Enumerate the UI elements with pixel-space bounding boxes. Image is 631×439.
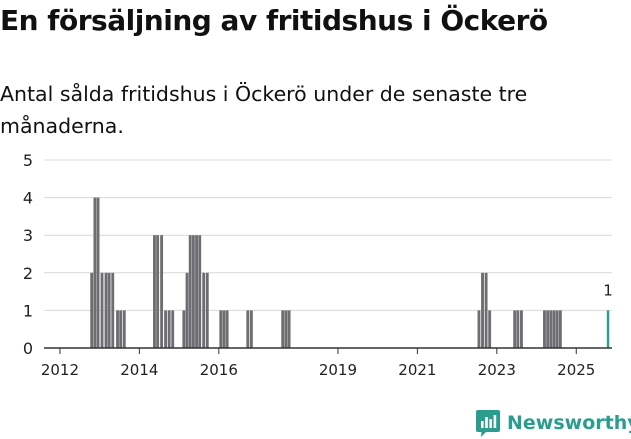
x-tick-label: 2025 — [557, 361, 595, 379]
bar — [546, 310, 550, 348]
newsworthy-logo-icon — [476, 409, 500, 437]
bar — [543, 310, 546, 348]
bar — [284, 310, 288, 348]
y-tick-label: 5 — [23, 151, 33, 170]
bar — [93, 197, 97, 348]
bar — [555, 310, 559, 348]
brand-logo[interactable]: Newsworthy — [476, 408, 631, 438]
bar — [104, 272, 108, 348]
bar — [160, 235, 164, 348]
brand-name: Newsworthy — [507, 412, 631, 434]
bar — [195, 235, 198, 348]
chart-subtitle: Antal sålda fritidshus i Öckerö under de… — [0, 82, 528, 138]
bar — [287, 310, 291, 348]
x-tick-label: 2019 — [319, 361, 357, 379]
x-tick-label: 2023 — [478, 361, 516, 379]
bar — [185, 272, 189, 348]
bar — [171, 310, 175, 348]
bar — [198, 235, 202, 348]
bar — [481, 272, 484, 348]
x-tick-label: 2021 — [398, 361, 436, 379]
y-tick-label: 1 — [23, 301, 33, 320]
bar — [111, 272, 115, 348]
x-tick-label: 2012 — [41, 361, 79, 379]
bar — [520, 310, 523, 348]
x-tick-label: 2016 — [200, 361, 238, 379]
bar — [516, 310, 520, 348]
bar — [281, 310, 285, 348]
bar — [100, 272, 104, 348]
bar — [90, 272, 94, 348]
bar — [153, 235, 156, 348]
bar — [107, 272, 111, 348]
bar — [156, 235, 160, 348]
bars — [90, 197, 610, 348]
gridlines — [44, 159, 612, 311]
bar — [167, 310, 171, 348]
x-tick-label: 2014 — [120, 361, 158, 379]
bar — [222, 310, 226, 348]
bar — [558, 310, 562, 348]
bar — [182, 310, 186, 348]
bar-highlight — [606, 310, 610, 348]
bar — [205, 272, 209, 348]
y-tick-label: 2 — [23, 264, 33, 283]
bar — [549, 310, 553, 348]
bar — [246, 310, 250, 348]
bar — [225, 310, 229, 348]
axes: 0 1 2 3 4 5 1 2012 2014 2016 2019 2021 2023 2025 — [23, 151, 613, 379]
bar — [191, 235, 195, 348]
bar — [116, 310, 119, 348]
y-tick-label: 4 — [23, 189, 33, 208]
bar — [202, 272, 206, 348]
y-tick-label: 0 — [23, 339, 33, 358]
y-tick-label: 3 — [23, 226, 33, 245]
bar — [513, 310, 517, 348]
bar — [188, 235, 192, 348]
bar — [249, 310, 253, 348]
bar-chart: 0 1 2 3 4 5 1 2012 2014 2016 2019 2021 2023 2025 — [23, 151, 613, 379]
chart-title: En försäljning av fritidshus i Öckerö — [0, 4, 548, 37]
bar — [164, 310, 168, 348]
bar — [122, 310, 126, 348]
bar — [552, 310, 556, 348]
bar — [484, 272, 488, 348]
bar — [477, 310, 481, 348]
bar — [219, 310, 223, 348]
bar — [96, 197, 100, 348]
bar — [119, 310, 123, 348]
bar — [488, 310, 492, 348]
data-label: 1 — [603, 281, 613, 299]
